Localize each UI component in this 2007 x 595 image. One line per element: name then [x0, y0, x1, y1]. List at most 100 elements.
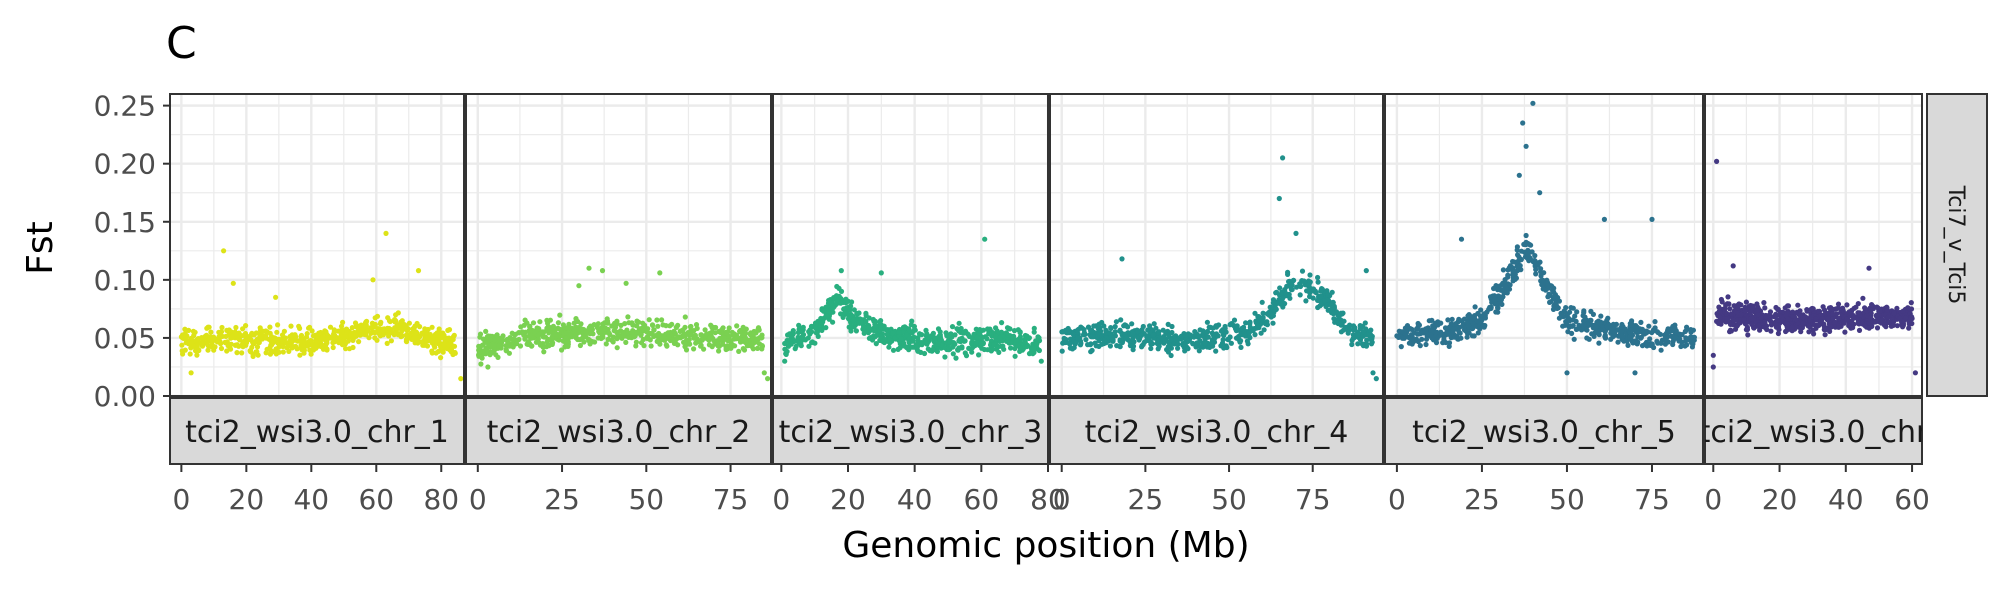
data-point	[1568, 305, 1574, 311]
data-point	[260, 333, 266, 339]
data-point	[1734, 323, 1740, 329]
data-point	[783, 351, 789, 357]
data-point	[1162, 338, 1168, 344]
data-point	[1007, 326, 1013, 332]
data-point	[387, 329, 394, 335]
data-point	[1238, 344, 1244, 350]
data-point	[1855, 320, 1861, 326]
data-point	[687, 341, 693, 347]
data-point	[1459, 323, 1465, 329]
data-point	[686, 337, 692, 343]
data-point	[1420, 330, 1426, 336]
data-point	[1514, 247, 1520, 253]
data-point	[1118, 317, 1124, 323]
data-point	[425, 335, 431, 341]
facet-panels: tci2_wsi3.0_chr_10 20 40 60 80tci2_wsi3.0_ch…	[169, 93, 1930, 516]
data-point	[848, 324, 854, 330]
data-point	[563, 335, 569, 341]
data-point	[1178, 333, 1184, 339]
data-point	[263, 335, 269, 341]
data-point	[388, 338, 394, 344]
data-point	[1112, 333, 1118, 339]
data-point	[1210, 332, 1216, 338]
data-point	[452, 349, 458, 356]
data-point	[476, 353, 482, 359]
data-point	[1722, 305, 1728, 311]
data-point	[188, 340, 194, 346]
data-point	[1174, 337, 1180, 343]
data-point	[1243, 320, 1249, 326]
data-point	[1359, 341, 1365, 347]
data-point	[312, 342, 318, 348]
data-point	[993, 333, 999, 339]
data-point	[496, 343, 502, 349]
data-point	[296, 323, 302, 329]
facet-strip	[1704, 397, 1923, 465]
data-point	[530, 320, 537, 326]
data-point	[1414, 326, 1420, 332]
data-point	[550, 323, 557, 329]
data-point	[691, 346, 697, 352]
data-point	[576, 283, 582, 289]
data-point	[641, 328, 648, 334]
facet-strip	[1049, 397, 1384, 465]
data-point	[838, 268, 844, 274]
data-point	[541, 349, 547, 355]
data-point	[647, 337, 653, 343]
data-point	[1580, 321, 1587, 328]
data-point	[1518, 248, 1525, 254]
data-point	[1285, 269, 1291, 275]
data-point	[1363, 341, 1370, 347]
data-point	[603, 326, 609, 332]
data-point	[1646, 323, 1652, 329]
data-point	[1135, 328, 1141, 334]
data-point	[1486, 306, 1492, 312]
data-point	[1108, 325, 1114, 331]
data-point	[1737, 320, 1743, 326]
data-point	[571, 320, 577, 326]
data-point	[303, 334, 310, 340]
data-point	[1114, 343, 1120, 349]
data-point	[1676, 331, 1682, 337]
data-point	[299, 347, 305, 353]
data-point	[352, 320, 359, 326]
data-point	[1448, 321, 1454, 327]
data-point	[1772, 321, 1779, 327]
data-point	[1474, 318, 1480, 324]
data-point	[1684, 324, 1690, 330]
data-point	[1903, 315, 1909, 321]
data-point	[349, 325, 355, 331]
x-tick-label: 75	[1634, 483, 1670, 516]
row-facet-strip: Tci7_v_Tci5	[1926, 93, 1988, 397]
data-point	[542, 334, 549, 340]
data-point	[316, 330, 322, 336]
data-point	[1533, 266, 1539, 273]
data-point	[1783, 328, 1789, 335]
data-point	[1307, 279, 1313, 285]
data-point	[1724, 310, 1730, 317]
data-point	[638, 332, 644, 338]
data-point	[438, 355, 444, 361]
data-point	[1869, 302, 1875, 308]
data-point	[1368, 327, 1374, 333]
data-point	[954, 326, 960, 332]
data-point	[1743, 299, 1749, 305]
data-point	[1145, 334, 1151, 340]
data-point	[1602, 332, 1608, 338]
data-point	[1546, 291, 1552, 297]
data-point	[887, 337, 893, 343]
data-point	[1567, 309, 1573, 315]
data-point	[1757, 327, 1763, 333]
data-point	[179, 342, 185, 348]
data-point	[698, 343, 704, 349]
data-point	[655, 323, 661, 329]
data-point	[1579, 326, 1585, 332]
data-point	[339, 329, 345, 335]
data-point	[861, 324, 867, 331]
data-point	[445, 327, 451, 333]
panel-background	[1385, 94, 1703, 396]
data-point	[1458, 335, 1464, 341]
data-point	[906, 327, 913, 333]
data-point	[820, 308, 827, 314]
data-point	[969, 339, 975, 345]
